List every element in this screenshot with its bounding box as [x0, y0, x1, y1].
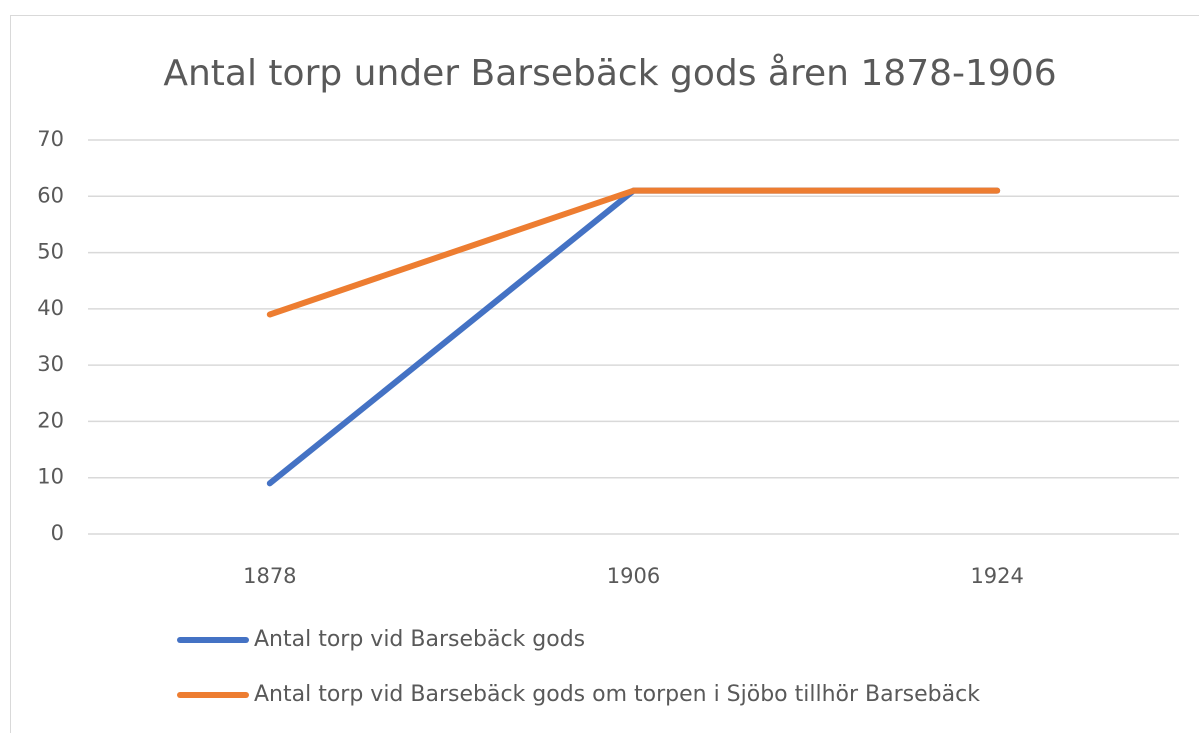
- y-tick-label: 30: [37, 352, 64, 376]
- legend-label: Antal torp vid Barsebäck gods: [254, 627, 585, 652]
- x-tick-label: 1924: [970, 564, 1023, 588]
- series-line: [266, 187, 1001, 318]
- x-tick-label: 1906: [607, 564, 660, 588]
- x-tick-label: 1878: [243, 564, 296, 588]
- y-tick-label: 60: [37, 183, 64, 207]
- y-tick-label: 70: [37, 127, 64, 151]
- y-tick-label: 50: [37, 240, 64, 264]
- chart-frame: [10, 15, 1199, 733]
- y-tick-label: 20: [37, 408, 64, 432]
- y-tick-label: 10: [37, 465, 64, 489]
- y-tick-label: 0: [51, 521, 64, 545]
- chart-title: Antal torp under Barsebäck gods åren 187…: [163, 53, 1056, 94]
- y-tick-label: 40: [37, 296, 64, 320]
- legend-label: Antal torp vid Barsebäck gods om torpen …: [254, 682, 980, 707]
